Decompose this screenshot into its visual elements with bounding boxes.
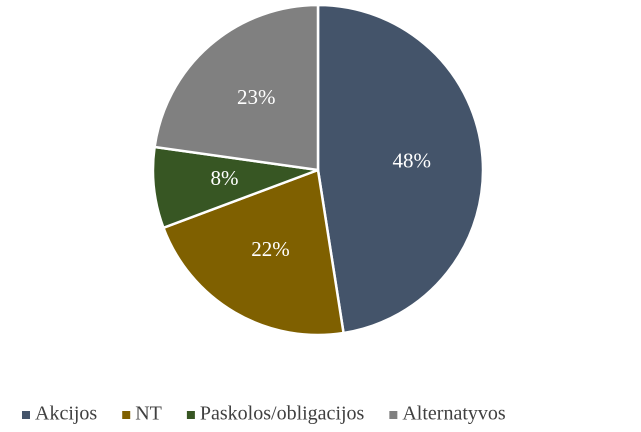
data-label: 48% <box>393 149 432 173</box>
legend-marker <box>389 411 398 419</box>
legend-label: Akcijos <box>35 403 97 425</box>
data-label: 22% <box>251 237 290 261</box>
legend-marker <box>186 411 195 419</box>
legend-marker <box>22 411 30 419</box>
pie-slice <box>316 3 485 335</box>
legend-label: Paskolos/obligacijos <box>200 403 365 425</box>
legend-label: Alternatyvos <box>402 403 506 425</box>
legend-marker <box>122 411 131 419</box>
data-label: 23% <box>237 85 276 109</box>
pie-slice <box>153 3 320 172</box>
legend-label: NT <box>135 403 162 425</box>
data-label: 8% <box>211 166 239 190</box>
